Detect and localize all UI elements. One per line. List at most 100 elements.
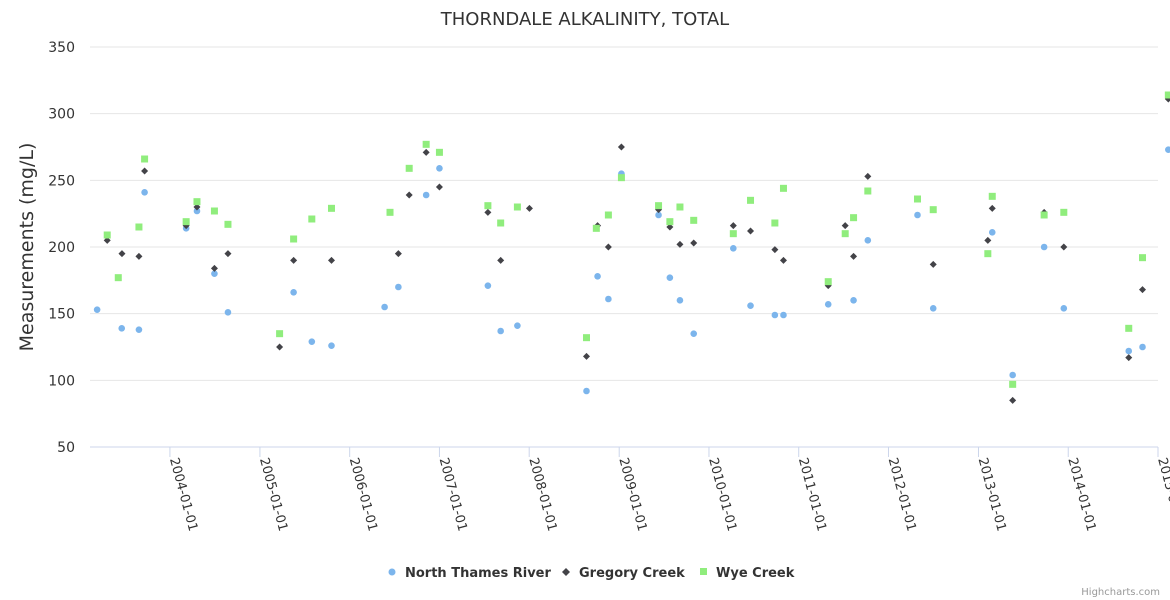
data-point[interactable]	[193, 198, 201, 206]
data-point[interactable]	[594, 273, 601, 280]
data-point[interactable]	[1139, 254, 1147, 262]
data-point[interactable]	[655, 202, 663, 210]
data-point[interactable]	[193, 207, 201, 215]
data-point[interactable]	[850, 252, 858, 260]
data-point[interactable]	[1040, 243, 1048, 251]
data-point[interactable]	[422, 140, 430, 148]
data-point[interactable]	[276, 330, 284, 338]
data-point[interactable]	[592, 224, 600, 232]
data-point[interactable]	[1125, 324, 1133, 332]
data-point[interactable]	[841, 222, 849, 230]
credits-link[interactable]: Highcharts.com	[1081, 587, 1160, 598]
data-point[interactable]	[841, 230, 849, 238]
data-point[interactable]	[824, 278, 832, 286]
data-point[interactable]	[141, 155, 149, 163]
data-point[interactable]	[224, 220, 232, 228]
data-point[interactable]	[436, 165, 443, 172]
data-point[interactable]	[929, 260, 937, 268]
data-point[interactable]	[484, 208, 492, 216]
data-point[interactable]	[103, 231, 111, 239]
data-point[interactable]	[394, 250, 402, 258]
data-point[interactable]	[422, 191, 430, 199]
data-point[interactable]	[604, 243, 612, 251]
data-point[interactable]	[779, 184, 787, 192]
data-point[interactable]	[211, 270, 218, 277]
data-point[interactable]	[114, 274, 122, 282]
data-point[interactable]	[729, 230, 737, 238]
data-point[interactable]	[1164, 91, 1170, 99]
data-point[interactable]	[929, 206, 937, 214]
data-point[interactable]	[290, 256, 298, 264]
data-point[interactable]	[497, 219, 505, 227]
data-point[interactable]	[290, 289, 297, 296]
data-point[interactable]	[771, 219, 779, 227]
data-point[interactable]	[135, 326, 143, 333]
data-point[interactable]	[513, 203, 521, 211]
data-point[interactable]	[604, 211, 612, 219]
data-point[interactable]	[864, 187, 872, 195]
data-point[interactable]	[582, 352, 590, 360]
data-point[interactable]	[276, 343, 284, 351]
data-point[interactable]	[1060, 305, 1068, 312]
data-point[interactable]	[605, 295, 612, 303]
data-point[interactable]	[308, 338, 316, 345]
data-point[interactable]	[328, 342, 335, 349]
data-point[interactable]	[381, 303, 388, 311]
data-point[interactable]	[210, 264, 218, 272]
data-point[interactable]	[327, 256, 335, 264]
data-point[interactable]	[1165, 146, 1170, 153]
data-point[interactable]	[103, 236, 111, 244]
data-point[interactable]	[771, 311, 779, 319]
data-point[interactable]	[617, 143, 625, 151]
data-point[interactable]	[747, 227, 755, 235]
data-point[interactable]	[779, 256, 787, 264]
data-point[interactable]	[93, 306, 101, 313]
data-point[interactable]	[327, 204, 335, 212]
legend-item-north-thames[interactable]: North Thames River	[388, 566, 552, 581]
data-point[interactable]	[182, 218, 190, 226]
data-point[interactable]	[386, 208, 394, 216]
data-point[interactable]	[118, 325, 126, 332]
data-point[interactable]	[210, 207, 218, 215]
data-point[interactable]	[988, 229, 996, 236]
data-point[interactable]	[224, 250, 232, 258]
data-point[interactable]	[135, 252, 143, 260]
data-point[interactable]	[1139, 286, 1147, 294]
data-point[interactable]	[730, 245, 737, 252]
data-point[interactable]	[988, 192, 996, 200]
data-point[interactable]	[525, 204, 533, 212]
data-point[interactable]	[1009, 371, 1016, 379]
data-point[interactable]	[135, 223, 143, 231]
data-point[interactable]	[1009, 380, 1017, 388]
data-point[interactable]	[1009, 396, 1017, 404]
data-point[interactable]	[666, 223, 674, 231]
data-point[interactable]	[583, 387, 590, 395]
data-point[interactable]	[435, 148, 443, 156]
data-point[interactable]	[747, 302, 754, 309]
data-point[interactable]	[395, 283, 402, 291]
legend-item-gregory-creek[interactable]: Gregory Creek	[562, 566, 685, 581]
data-point[interactable]	[690, 216, 698, 224]
data-point[interactable]	[913, 195, 921, 203]
data-point[interactable]	[1125, 354, 1133, 362]
legend-item-wye-creek[interactable]: Wye Creek	[700, 566, 795, 581]
data-point[interactable]	[1139, 343, 1146, 351]
data-point[interactable]	[484, 282, 492, 289]
data-point[interactable]	[676, 240, 684, 248]
data-point[interactable]	[141, 189, 148, 196]
data-point[interactable]	[193, 203, 201, 211]
data-point[interactable]	[655, 211, 662, 219]
data-point[interactable]	[405, 191, 413, 199]
data-point[interactable]	[988, 204, 996, 212]
data-point[interactable]	[290, 235, 298, 243]
data-point[interactable]	[497, 256, 505, 264]
data-point[interactable]	[984, 250, 992, 258]
data-point[interactable]	[729, 222, 737, 230]
data-point[interactable]	[984, 236, 992, 244]
data-point[interactable]	[422, 148, 430, 156]
data-point[interactable]	[1125, 347, 1133, 355]
data-point[interactable]	[666, 274, 674, 281]
data-point[interactable]	[1040, 211, 1048, 219]
data-point[interactable]	[405, 164, 413, 172]
data-point[interactable]	[118, 250, 126, 258]
